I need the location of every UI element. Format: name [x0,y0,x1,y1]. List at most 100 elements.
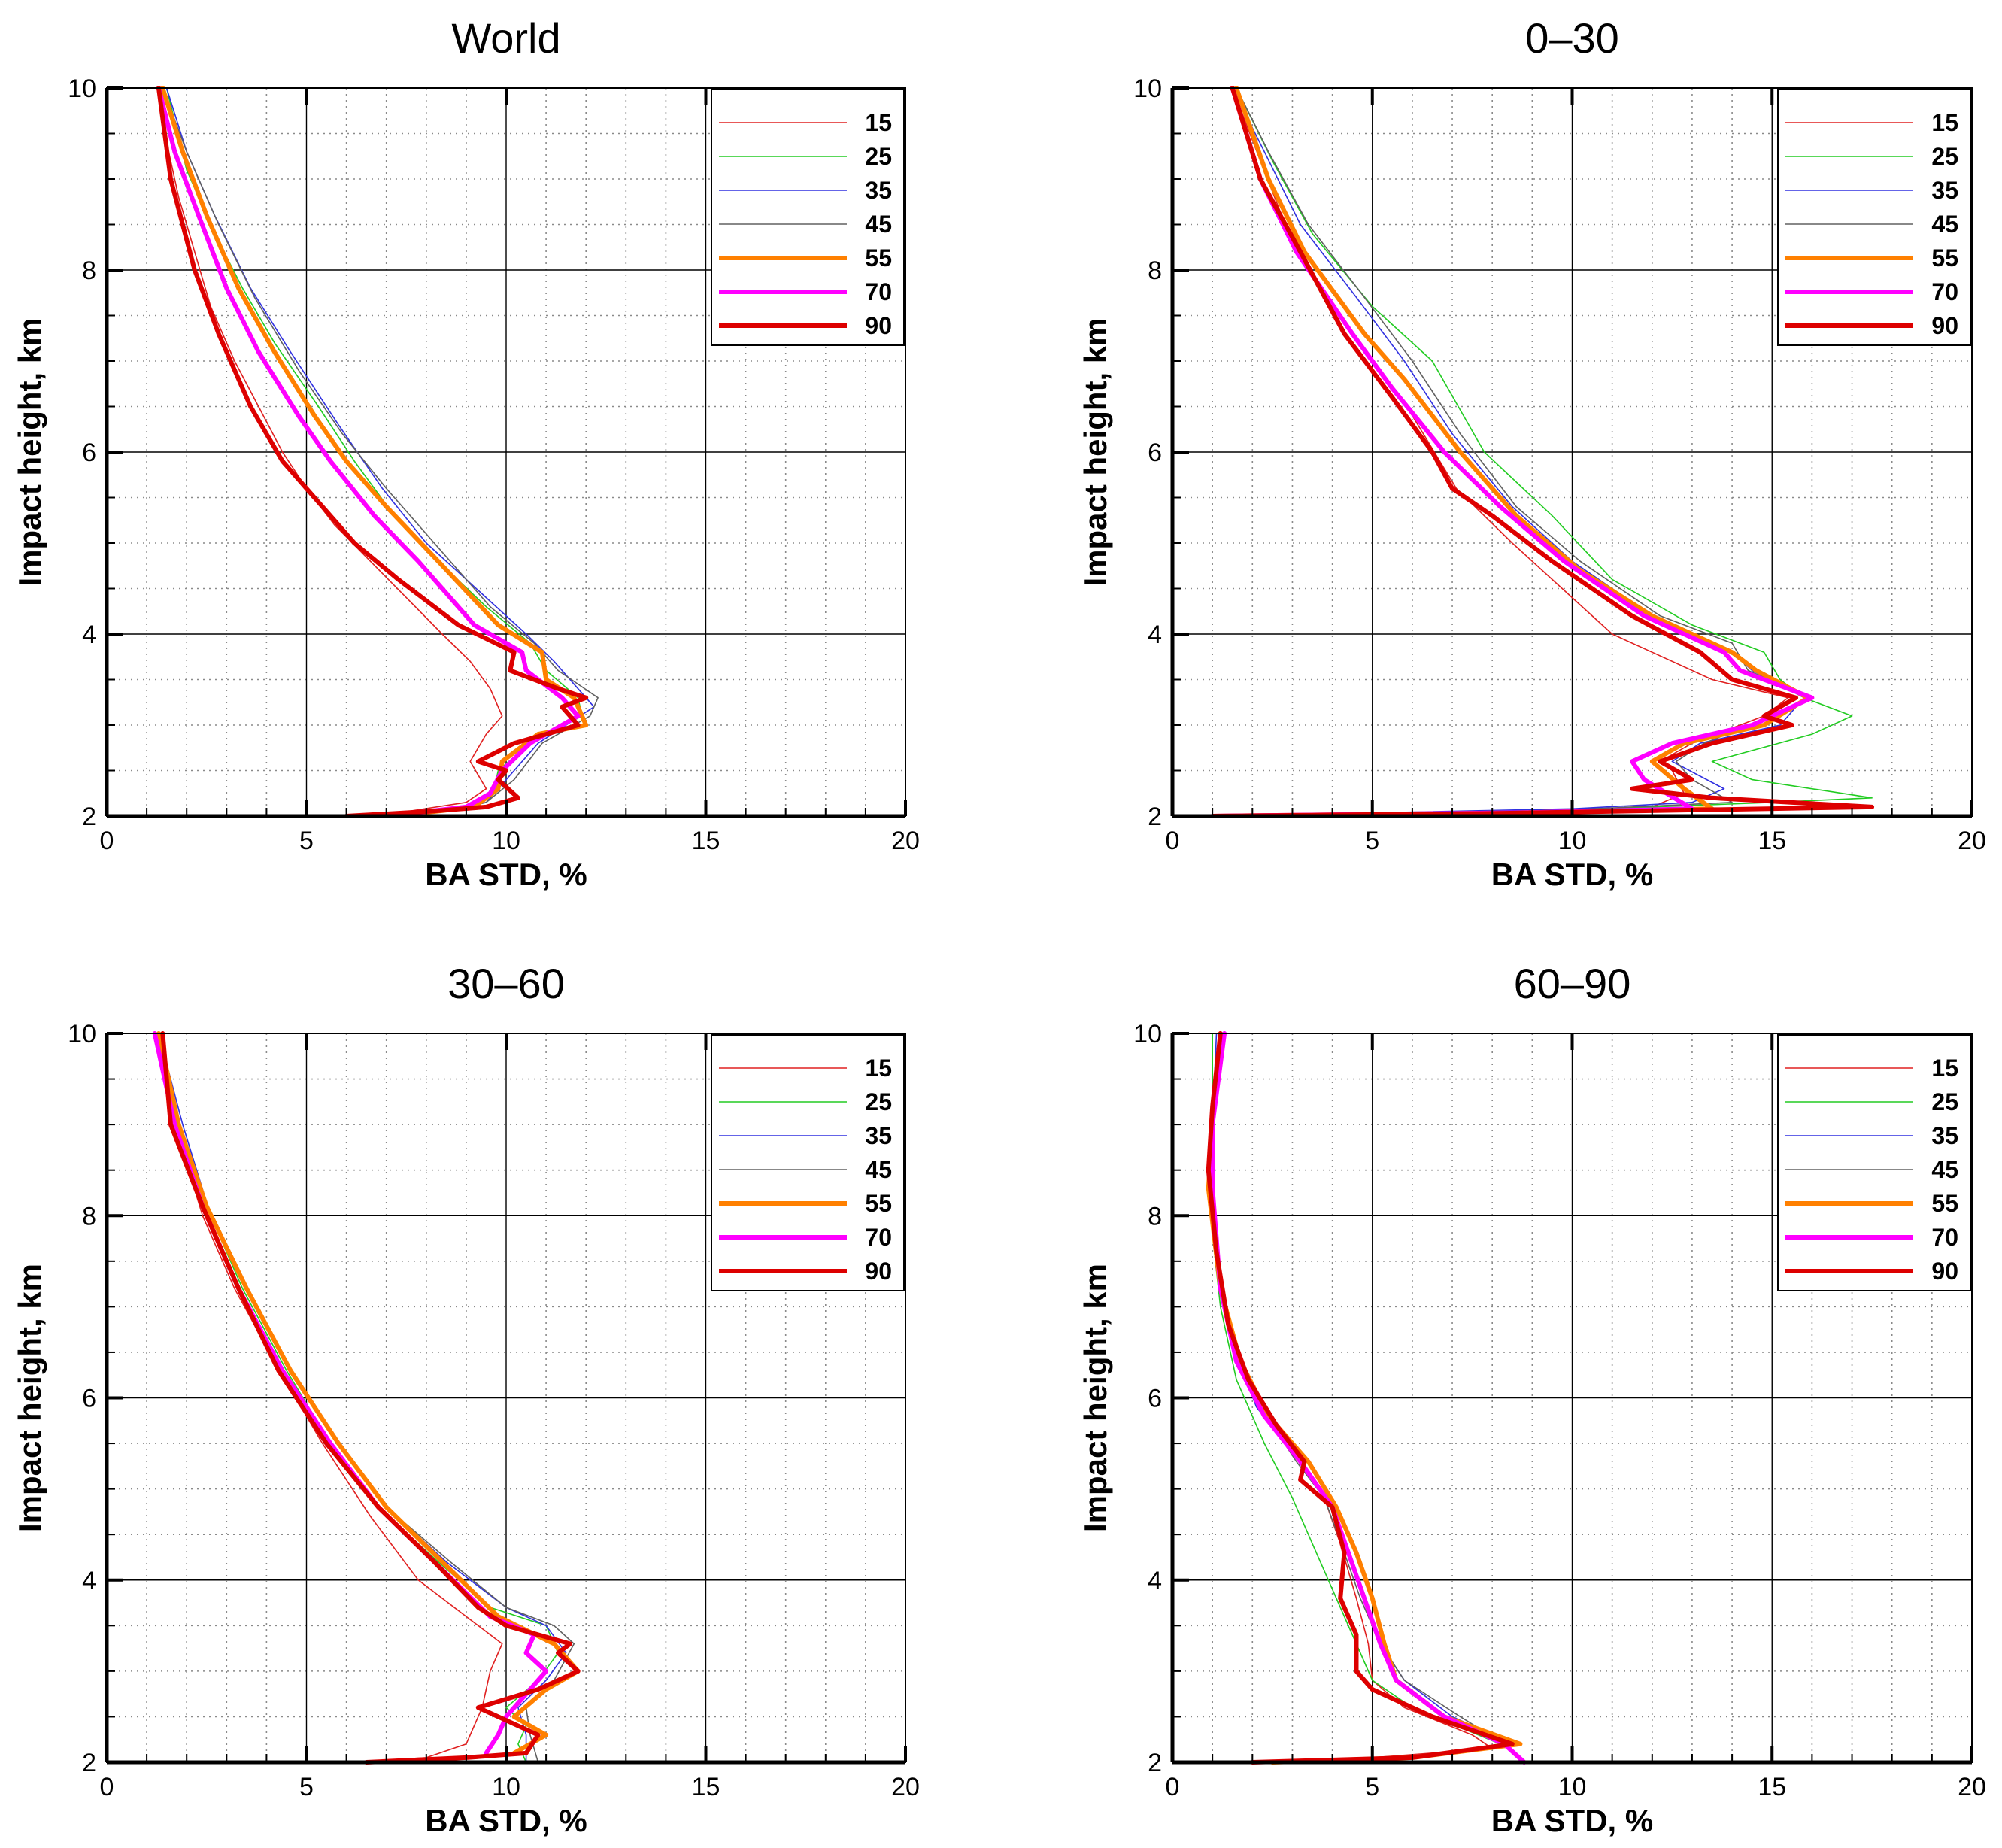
series-line-25 [1212,87,1873,817]
legend-label-35: 35 [1931,1122,1958,1149]
y-tick-label: 8 [82,256,96,285]
legend-box [711,89,905,346]
x-tick-label: 0 [1166,827,1180,855]
x-tick-label: 5 [1365,827,1379,855]
legend-label-90: 90 [1931,312,1958,339]
panel-title: World [451,14,560,62]
legend-label-15: 15 [1931,109,1958,136]
series-group [1206,1031,1527,1765]
chart-panel-0: 0 5 10 15 20 2 4 6 8 10 World BA STD, % Impact heigh… [12,14,920,892]
series-line-45 [162,87,599,817]
chart-panel-1: 0 5 10 15 20 2 4 6 8 10 0–30 BA STD, % Impact height… [1078,14,1986,892]
x-tick-label: 5 [299,1773,314,1801]
legend-box [711,1034,905,1291]
panel-title: 60–90 [1514,960,1631,1007]
x-axis-label: BA STD, % [425,857,587,892]
y-tick-label: 10 [68,74,96,103]
x-tick-label: 10 [492,827,520,855]
legend-label-55: 55 [1931,244,1958,272]
series-line-15 [158,87,503,817]
legend: 15 25 35 45 55 70 90 [1777,1034,1971,1291]
x-tick-label: 0 [100,827,114,855]
x-tick-label: 10 [1558,1773,1587,1801]
x-tick-label: 15 [1758,1773,1786,1801]
y-tick-label: 8 [1148,1202,1162,1230]
y-tick-label: 10 [1133,1020,1162,1048]
x-tick-label: 20 [891,827,920,855]
legend-label-25: 25 [865,1088,892,1115]
y-tick-label: 10 [1133,74,1162,103]
series-group [152,1031,581,1765]
x-tick-label: 20 [1958,827,1986,855]
legend-label-70: 70 [865,1224,892,1251]
legend-label-45: 45 [865,1156,892,1183]
y-tick-label: 4 [1148,1567,1162,1595]
panel-title: 0–30 [1525,14,1619,62]
y-tick-label: 10 [68,1020,96,1048]
x-tick-label: 10 [492,1773,520,1801]
y-tick-label: 8 [82,1202,96,1230]
series-line-90 [156,86,589,818]
legend-label-70: 70 [1931,278,1958,305]
legend-label-35: 35 [865,177,892,204]
x-axis-label: BA STD, % [1491,857,1653,892]
series-line-55 [156,1031,581,1755]
y-tick-label: 6 [82,1385,96,1413]
x-axis-label: BA STD, % [1491,1803,1653,1838]
x-tick-label: 15 [1758,827,1786,855]
chart-panel-2: 0 5 10 15 20 2 4 6 8 10 30–60 BA STD, % Impact heigh… [12,960,920,1838]
legend-label-15: 15 [1931,1054,1958,1082]
series-line-55 [1210,86,1811,818]
y-tick-label: 4 [1148,621,1162,649]
y-tick-label: 6 [1148,438,1162,467]
y-axis-label: Impact height, km [12,1264,47,1532]
legend-label-55: 55 [865,1190,892,1217]
x-tick-label: 5 [299,827,314,855]
series-line-70 [1210,86,1815,818]
legend-label-90: 90 [865,1258,892,1285]
legend-label-55: 55 [865,244,892,272]
y-tick-label: 2 [1148,803,1162,831]
y-tick-label: 4 [82,621,96,649]
legend-label-35: 35 [865,1122,892,1149]
y-tick-label: 6 [1148,1385,1162,1413]
x-tick-label: 15 [692,827,720,855]
x-tick-label: 5 [1365,1773,1379,1801]
y-tick-label: 8 [1148,256,1162,285]
x-tick-label: 0 [1166,1773,1180,1801]
legend-label-90: 90 [1931,1258,1958,1285]
legend-box [1777,1034,1971,1291]
x-axis-label: BA STD, % [425,1803,587,1838]
legend-label-35: 35 [1931,177,1958,204]
y-tick-label: 6 [82,438,96,467]
legend-label-70: 70 [1931,1224,1958,1251]
y-axis-label: Impact height, km [1078,1264,1113,1532]
series-line-15 [158,1033,503,1763]
y-tick-label: 2 [82,803,96,831]
legend-label-25: 25 [1931,1088,1958,1115]
series-line-55 [160,86,589,818]
series-group [156,86,599,818]
legend-box [1777,89,1971,346]
y-tick-label: 2 [1148,1749,1162,1777]
chart-panel-3: 0 5 10 15 20 2 4 6 8 10 60–90 BA STD, % Impact heigh… [1078,960,1986,1838]
legend-label-45: 45 [1931,1156,1958,1183]
legend: 15 25 35 45 55 70 90 [1777,89,1971,346]
legend-label-45: 45 [865,211,892,238]
series-line-90 [1206,1031,1515,1765]
y-axis-label: Impact height, km [1078,317,1113,586]
legend-label-70: 70 [865,278,892,305]
legend-label-15: 15 [865,109,892,136]
x-tick-label: 0 [100,1773,114,1801]
legend-label-45: 45 [1931,211,1958,238]
legend: 15 25 35 45 55 70 90 [711,89,905,346]
legend-label-25: 25 [1931,143,1958,170]
legend: 15 25 35 45 55 70 90 [711,1034,905,1291]
series-line-70 [156,86,581,818]
panel-title: 30–60 [447,960,565,1007]
series-group [1210,86,1875,818]
legend-label-90: 90 [865,312,892,339]
x-tick-label: 20 [1958,1773,1986,1801]
legend-label-25: 25 [865,143,892,170]
